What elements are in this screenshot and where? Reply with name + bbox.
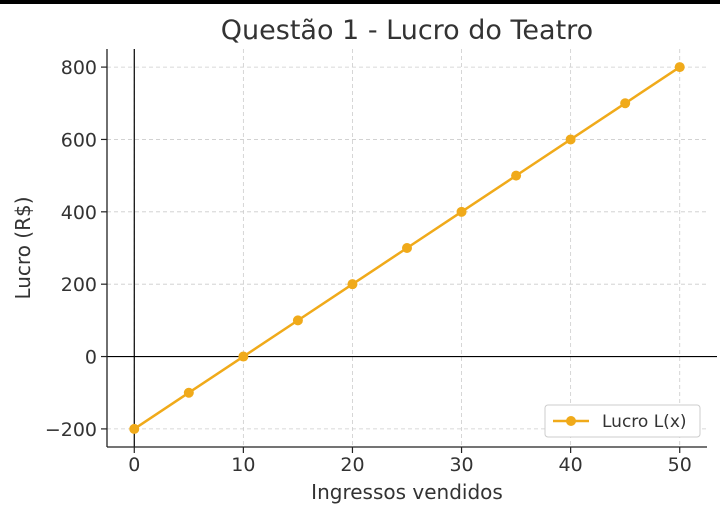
legend-label: Lucro L(x) — [602, 412, 687, 432]
data-point — [347, 279, 358, 290]
y-tick-label: 600 — [61, 129, 97, 151]
legend-marker-sample — [566, 416, 576, 426]
x-axis-ticks: 0 10 20 30 40 50 — [128, 447, 692, 476]
x-tick-label: 20 — [340, 454, 364, 476]
top-border — [0, 0, 720, 4]
data-point — [129, 423, 140, 434]
y-tick-label: 400 — [61, 202, 97, 224]
data-point — [674, 62, 685, 73]
x-tick-label: 0 — [128, 454, 140, 476]
data-point — [402, 243, 412, 253]
data-point — [292, 315, 303, 326]
axes-spines — [106, 49, 707, 448]
y-axis-ticks: −200 0 200 400 600 800 — [45, 57, 107, 441]
x-axis-label: Ingressos vendidos — [311, 480, 503, 504]
reference-lines — [107, 49, 717, 447]
x-tick-label: 40 — [559, 454, 583, 476]
data-point — [238, 351, 249, 362]
series-group — [129, 62, 685, 434]
chart-title: Questão 1 - Lucro do Teatro — [221, 15, 593, 46]
x-tick-label: 30 — [449, 454, 473, 476]
y-tick-label: 200 — [61, 274, 97, 296]
data-point — [183, 387, 194, 398]
y-tick-label: 0 — [85, 347, 97, 369]
y-tick-label: 800 — [61, 57, 97, 79]
data-point — [620, 98, 631, 109]
x-tick-label: 50 — [668, 454, 692, 476]
y-tick-label: −200 — [45, 419, 97, 441]
x-tick-label: 10 — [231, 454, 255, 476]
grid-lines — [107, 49, 707, 447]
legend: Lucro L(x) — [544, 404, 701, 438]
legend-box — [544, 404, 701, 438]
y-axis-label: Lucro (R$) — [11, 196, 35, 299]
data-point — [565, 134, 576, 145]
data-point — [456, 206, 467, 217]
data-point — [511, 170, 522, 181]
